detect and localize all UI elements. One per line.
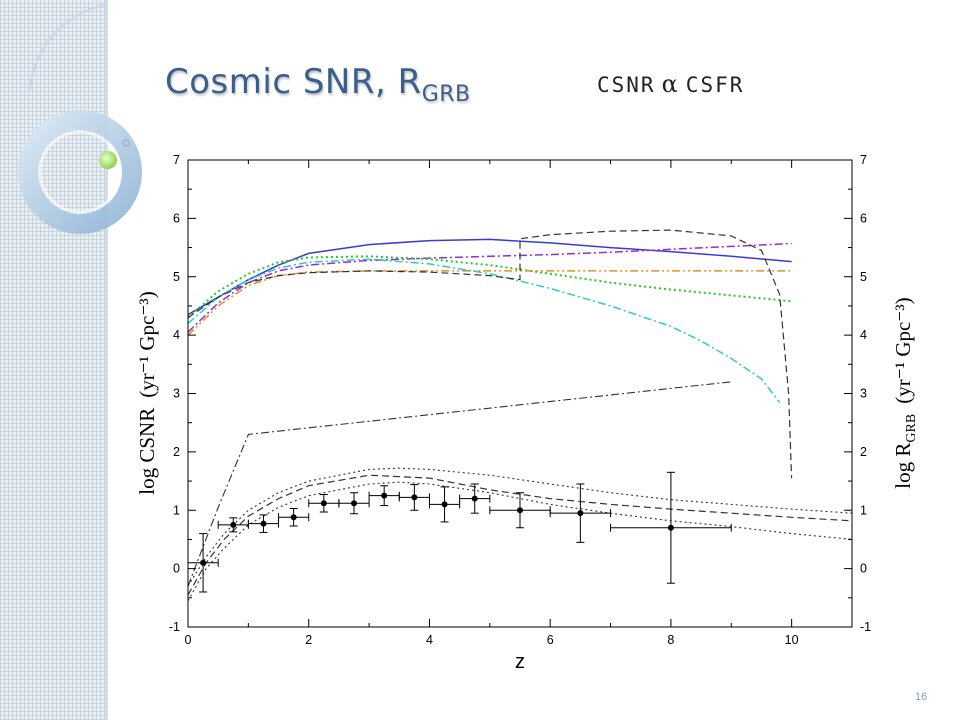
y2-tick-label: 2 <box>860 445 867 459</box>
x-tick-label: 6 <box>547 633 554 647</box>
data-marker <box>411 494 418 501</box>
data-point-4 <box>278 507 310 527</box>
data-marker <box>471 495 478 502</box>
y-tick-label: -1 <box>169 620 180 634</box>
page-number: 16 <box>915 691 928 703</box>
x-tick-label: 10 <box>785 633 799 647</box>
y2-tick-label: 5 <box>860 270 867 284</box>
data-point-5 <box>308 493 340 513</box>
formula-symbol: α <box>661 70 680 98</box>
y2-tick-label: 1 <box>860 503 867 517</box>
y2-tick-label: -1 <box>860 620 871 634</box>
chart: 0 2 4 6 8 10 -1 -1 0 0 1 1 2 2 3 3 4 4 5 5 6 6 7 7 z log CSNR (y… <box>135 153 919 673</box>
formula-annotation: CSNR α CSFR <box>597 70 744 98</box>
y2-tick-label: 4 <box>860 328 867 342</box>
series-line-2 <box>187 242 792 333</box>
y2-axis-label-units: (yr⁻¹ Gpc⁻³) <box>891 297 915 403</box>
y-tick-label: 0 <box>173 562 180 576</box>
data-marker <box>381 492 388 499</box>
data-point-1 <box>187 533 219 593</box>
y-axis-label-units: (yr⁻¹ Gpc⁻³) <box>135 291 159 397</box>
formula-left: CSNR <box>597 73 656 97</box>
slide-title-subscript: GRB <box>421 82 471 107</box>
data-point-10 <box>459 483 491 514</box>
series-line-4 <box>187 270 792 336</box>
data-point-7 <box>368 485 400 507</box>
data-marker <box>230 521 237 528</box>
series-line-1 <box>187 238 792 316</box>
y-tick-label: 1 <box>173 503 180 517</box>
y2-tick-label: 0 <box>860 562 867 576</box>
data-point-9 <box>428 486 461 523</box>
slide-title: Cosmic SNR, RGRB <box>165 62 471 107</box>
y-tick-label: 5 <box>173 270 180 284</box>
data-marker <box>200 559 207 566</box>
x-tick-label: 4 <box>426 633 433 647</box>
y2-tick-label: 6 <box>860 211 867 225</box>
x-tick-label: 0 <box>185 633 192 647</box>
data-point-13 <box>610 471 732 584</box>
x-axis-label: z <box>515 651 525 673</box>
y2-tick-label: 7 <box>860 153 867 167</box>
error-bar-layer <box>187 471 732 593</box>
y-tick-label: 4 <box>173 328 180 342</box>
y-tick-label: 3 <box>173 387 180 401</box>
y2-axis-label-main: log R <box>891 443 915 489</box>
data-marker <box>577 510 584 517</box>
ticks-layer: 0 2 4 6 8 10 -1 -1 0 0 1 1 2 2 3 3 4 4 5 5 6 6 7 7 <box>169 153 871 647</box>
series-line-6 <box>187 229 793 479</box>
y-tick-label: 6 <box>173 211 180 225</box>
x-tick-label: 2 <box>305 633 312 647</box>
data-marker <box>290 514 297 521</box>
data-point-8 <box>398 484 430 511</box>
y-axis-label-main: log CSNR <box>135 408 159 495</box>
data-point-6 <box>338 492 370 515</box>
data-point-11 <box>489 492 551 529</box>
data-marker <box>260 520 267 527</box>
data-point-12 <box>549 483 612 543</box>
series-line-9 <box>187 467 853 587</box>
data-marker <box>441 501 448 508</box>
formula-right: CSFR <box>685 73 745 97</box>
data-marker <box>517 507 523 514</box>
y2-axis-label: log RGRB (yr⁻¹ Gpc⁻³) <box>891 297 919 488</box>
y2-tick-label: 3 <box>860 387 867 401</box>
series-line-7 <box>187 381 732 587</box>
decorative-left-strip <box>0 0 108 720</box>
y-tick-label: 7 <box>173 153 180 167</box>
series-line-10 <box>187 481 853 601</box>
data-marker <box>320 500 327 507</box>
y2-axis-label-sub: GRB <box>904 414 919 443</box>
plot-frame <box>187 159 853 628</box>
slide-title-main: Cosmic SNR, R <box>165 62 422 102</box>
strip-edge <box>105 0 108 720</box>
y-tick-label: 2 <box>173 445 180 459</box>
x-tick-label: 8 <box>667 633 674 647</box>
data-marker <box>351 500 357 507</box>
y-axis-label: log CSNR (yr⁻¹ Gpc⁻³) <box>135 291 159 494</box>
series-layer <box>187 229 853 601</box>
data-marker <box>667 524 674 531</box>
series-line-5 <box>187 258 781 403</box>
data-point-3 <box>247 514 280 533</box>
